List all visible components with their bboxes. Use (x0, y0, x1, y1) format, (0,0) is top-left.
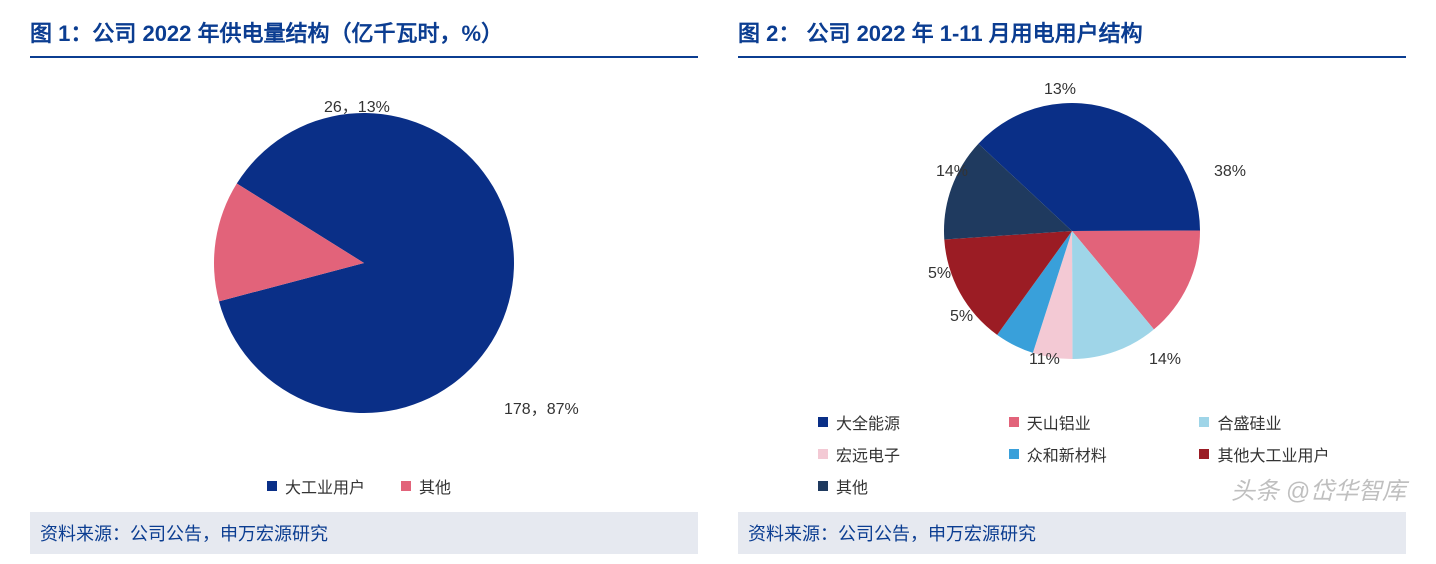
legend-swatch (267, 481, 277, 491)
chart-1-legend: 大工业用户 其他 (30, 468, 698, 508)
legend-label: 宏远电子 (836, 442, 900, 466)
chart-2-source: 资料来源：公司公告，申万宏源研究 (738, 512, 1406, 554)
legend-swatch (818, 417, 828, 427)
legend-swatch (401, 481, 411, 491)
legend-label: 其他大工业用户 (1217, 442, 1329, 466)
slice-label: 5% (928, 265, 951, 283)
legend-label: 众和新材料 (1027, 442, 1107, 466)
legend-item: 天山铝业 (1009, 410, 1200, 434)
chart-1-area: 178，87% 26，13% (30, 58, 698, 468)
chart-2-title: 图 2： 公司 2022 年 1-11 月用电用户结构 (738, 10, 1406, 58)
legend-item: 其他 (401, 474, 451, 498)
legend-item: 众和新材料 (1009, 442, 1200, 466)
legend-item: 其他 (818, 474, 1009, 498)
legend-item: 宏远电子 (818, 442, 1009, 466)
legend-item: 大工业用户 (267, 474, 365, 498)
slice-label: 13% (1044, 81, 1076, 99)
legend-label: 天山铝业 (1027, 410, 1091, 434)
legend-item: 合盛硅业 (1199, 410, 1390, 434)
chart-panel-1: 图 1：公司 2022 年供电量结构（亿千瓦时，%） 178，87% 26，13%… (30, 10, 698, 554)
chart-1-title: 图 1：公司 2022 年供电量结构（亿千瓦时，%） (30, 10, 698, 58)
slice-label: 38% (1214, 163, 1246, 181)
pie-chart-2: 38%14%11%5%5%14%13% (934, 93, 1210, 369)
slice-label: 5% (950, 308, 973, 326)
legend-swatch (1009, 417, 1019, 427)
legend-swatch (1009, 449, 1019, 459)
chart-1-source: 资料来源：公司公告，申万宏源研究 (30, 512, 698, 554)
legend-item: 大全能源 (818, 410, 1009, 434)
legend-label: 其他 (419, 474, 451, 498)
chart-2-legend: 大全能源 天山铝业 合盛硅业宏远电子 众和新材料 其他大工业用户其他 (738, 404, 1406, 508)
pie-chart-1: 178，87%26，13% (204, 103, 524, 423)
pie-svg (934, 93, 1210, 369)
legend-swatch (1199, 417, 1209, 427)
slice-label: 26，13% (324, 93, 390, 117)
legend-label: 大全能源 (836, 410, 900, 434)
legend-item: 其他大工业用户 (1199, 442, 1390, 466)
legend-label: 其他 (836, 474, 868, 498)
legend-swatch (818, 449, 828, 459)
pie-svg (204, 103, 524, 423)
legend-swatch (818, 481, 828, 491)
slice-label: 178，87% (504, 395, 579, 419)
slice-label: 11% (1029, 351, 1060, 369)
legend-label: 大工业用户 (285, 474, 365, 498)
chart-panel-2: 图 2： 公司 2022 年 1-11 月用电用户结构 38% 14% 11% 5% 5… (738, 10, 1406, 554)
slice-label: 14% (1149, 351, 1181, 369)
chart-2-area: 38% 14% 11% 5% 5% 14% 13% (738, 58, 1406, 404)
legend-swatch (1199, 449, 1209, 459)
legend-label: 合盛硅业 (1217, 410, 1281, 434)
slice-label: 14% (936, 163, 968, 181)
